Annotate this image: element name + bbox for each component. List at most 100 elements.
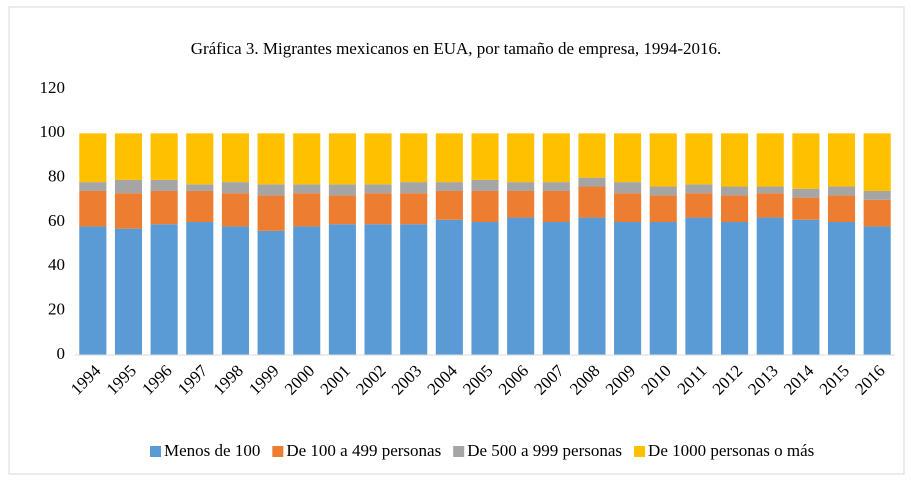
bar-segment [471,190,499,222]
bar-segment [756,193,784,218]
legend-label: De 500 a 999 personas [467,441,622,460]
bar-segment [114,228,143,355]
bar-segment [400,224,428,355]
bar-segment [614,193,642,222]
legend-label: De 100 a 499 personas [286,441,441,460]
bar-segment [257,133,285,185]
bar-segment [578,217,606,355]
bar-segment [400,182,428,194]
bar-segment [364,133,392,185]
legend-swatch [272,446,284,457]
bar-segment [721,222,749,355]
bar-segment [792,197,820,220]
bar-segment [685,133,713,185]
bar-segment [150,133,178,180]
y-tick-label: 0 [57,344,66,363]
bar-segment [542,133,570,183]
bar-segment [79,182,107,191]
bar-segment [542,190,570,222]
bar-segment [827,186,856,196]
bar-segment [471,179,499,191]
bar-segment [186,190,214,222]
bar-segment [257,184,285,196]
bar-segment [150,179,178,191]
bar-segment [221,182,249,194]
legend-swatch [634,446,646,457]
bar-segment [257,195,285,231]
bar-segment [827,222,856,355]
bar-segment [649,195,677,222]
bar-segment [364,224,392,355]
bar-segment [542,182,570,191]
bar-segment [186,133,214,185]
bar-segment [792,188,820,198]
chart-title: Gráfica 3. Migrantes mexicanos en EUA, p… [191,39,722,58]
bar-segment [328,133,356,185]
y-tick-label: 40 [48,255,65,274]
bar-segment [435,133,463,183]
bar-segment [827,133,856,187]
bar-segment [293,184,321,194]
bar-segment [578,177,606,187]
bar-segment [863,190,891,200]
legend-swatch [150,446,161,457]
bar-segment [863,226,891,355]
bar-segment [756,217,784,355]
bar-segment [400,193,428,225]
bar-segment [471,133,499,180]
bar-segment [293,193,321,227]
bar-segment [542,222,570,355]
bar-segment [221,193,249,227]
bar-segment [221,133,249,183]
bar-segment [756,133,784,187]
bar-segment [756,186,784,194]
bar-segment [114,179,143,194]
bar-segment [685,193,713,218]
bar-segment [863,199,891,227]
y-tick-label: 20 [48,300,65,319]
bar-segment [114,193,143,229]
bar-segment [79,133,107,183]
bar-segment [328,184,356,196]
bar-segment [863,133,891,191]
legend-swatch [453,446,465,457]
bar-segment [507,217,535,355]
bar-segment [792,133,820,189]
bar-segment [186,184,214,191]
bar-segment [827,195,856,222]
bar-segment [507,133,535,183]
y-tick-label: 60 [48,211,65,230]
y-tick-label: 80 [48,167,65,186]
bar-segment [435,190,463,220]
bar-segment [293,133,321,185]
bar-segment [364,193,392,225]
bar-segment [400,133,428,183]
bar-segment [721,133,749,187]
bar-segment [364,184,392,194]
bar-segment [578,186,606,218]
bar-segment [150,224,178,355]
bar-segment [293,226,321,355]
bar-segment [614,133,642,183]
bar-segment [79,190,107,227]
bar-segment [649,186,677,196]
bar-segment [721,195,749,222]
bar-segment [578,133,606,178]
bar-segment [435,182,463,191]
legend-label: Menos de 100 [164,441,260,460]
bar-segment [507,182,535,191]
bar-segment [471,222,499,355]
legend-label: De 1000 personas o más [648,441,814,460]
bar-segment [79,226,107,355]
bar-segment [614,222,642,355]
bar-segment [792,219,820,355]
bar-segment [114,133,143,180]
y-tick-label: 100 [40,122,66,141]
bar-segment [649,222,677,355]
bar-segment [435,219,463,355]
bar-segment [186,222,214,355]
bar-segment [150,190,178,225]
bar-segment [328,195,356,225]
bar-segment [685,217,713,355]
